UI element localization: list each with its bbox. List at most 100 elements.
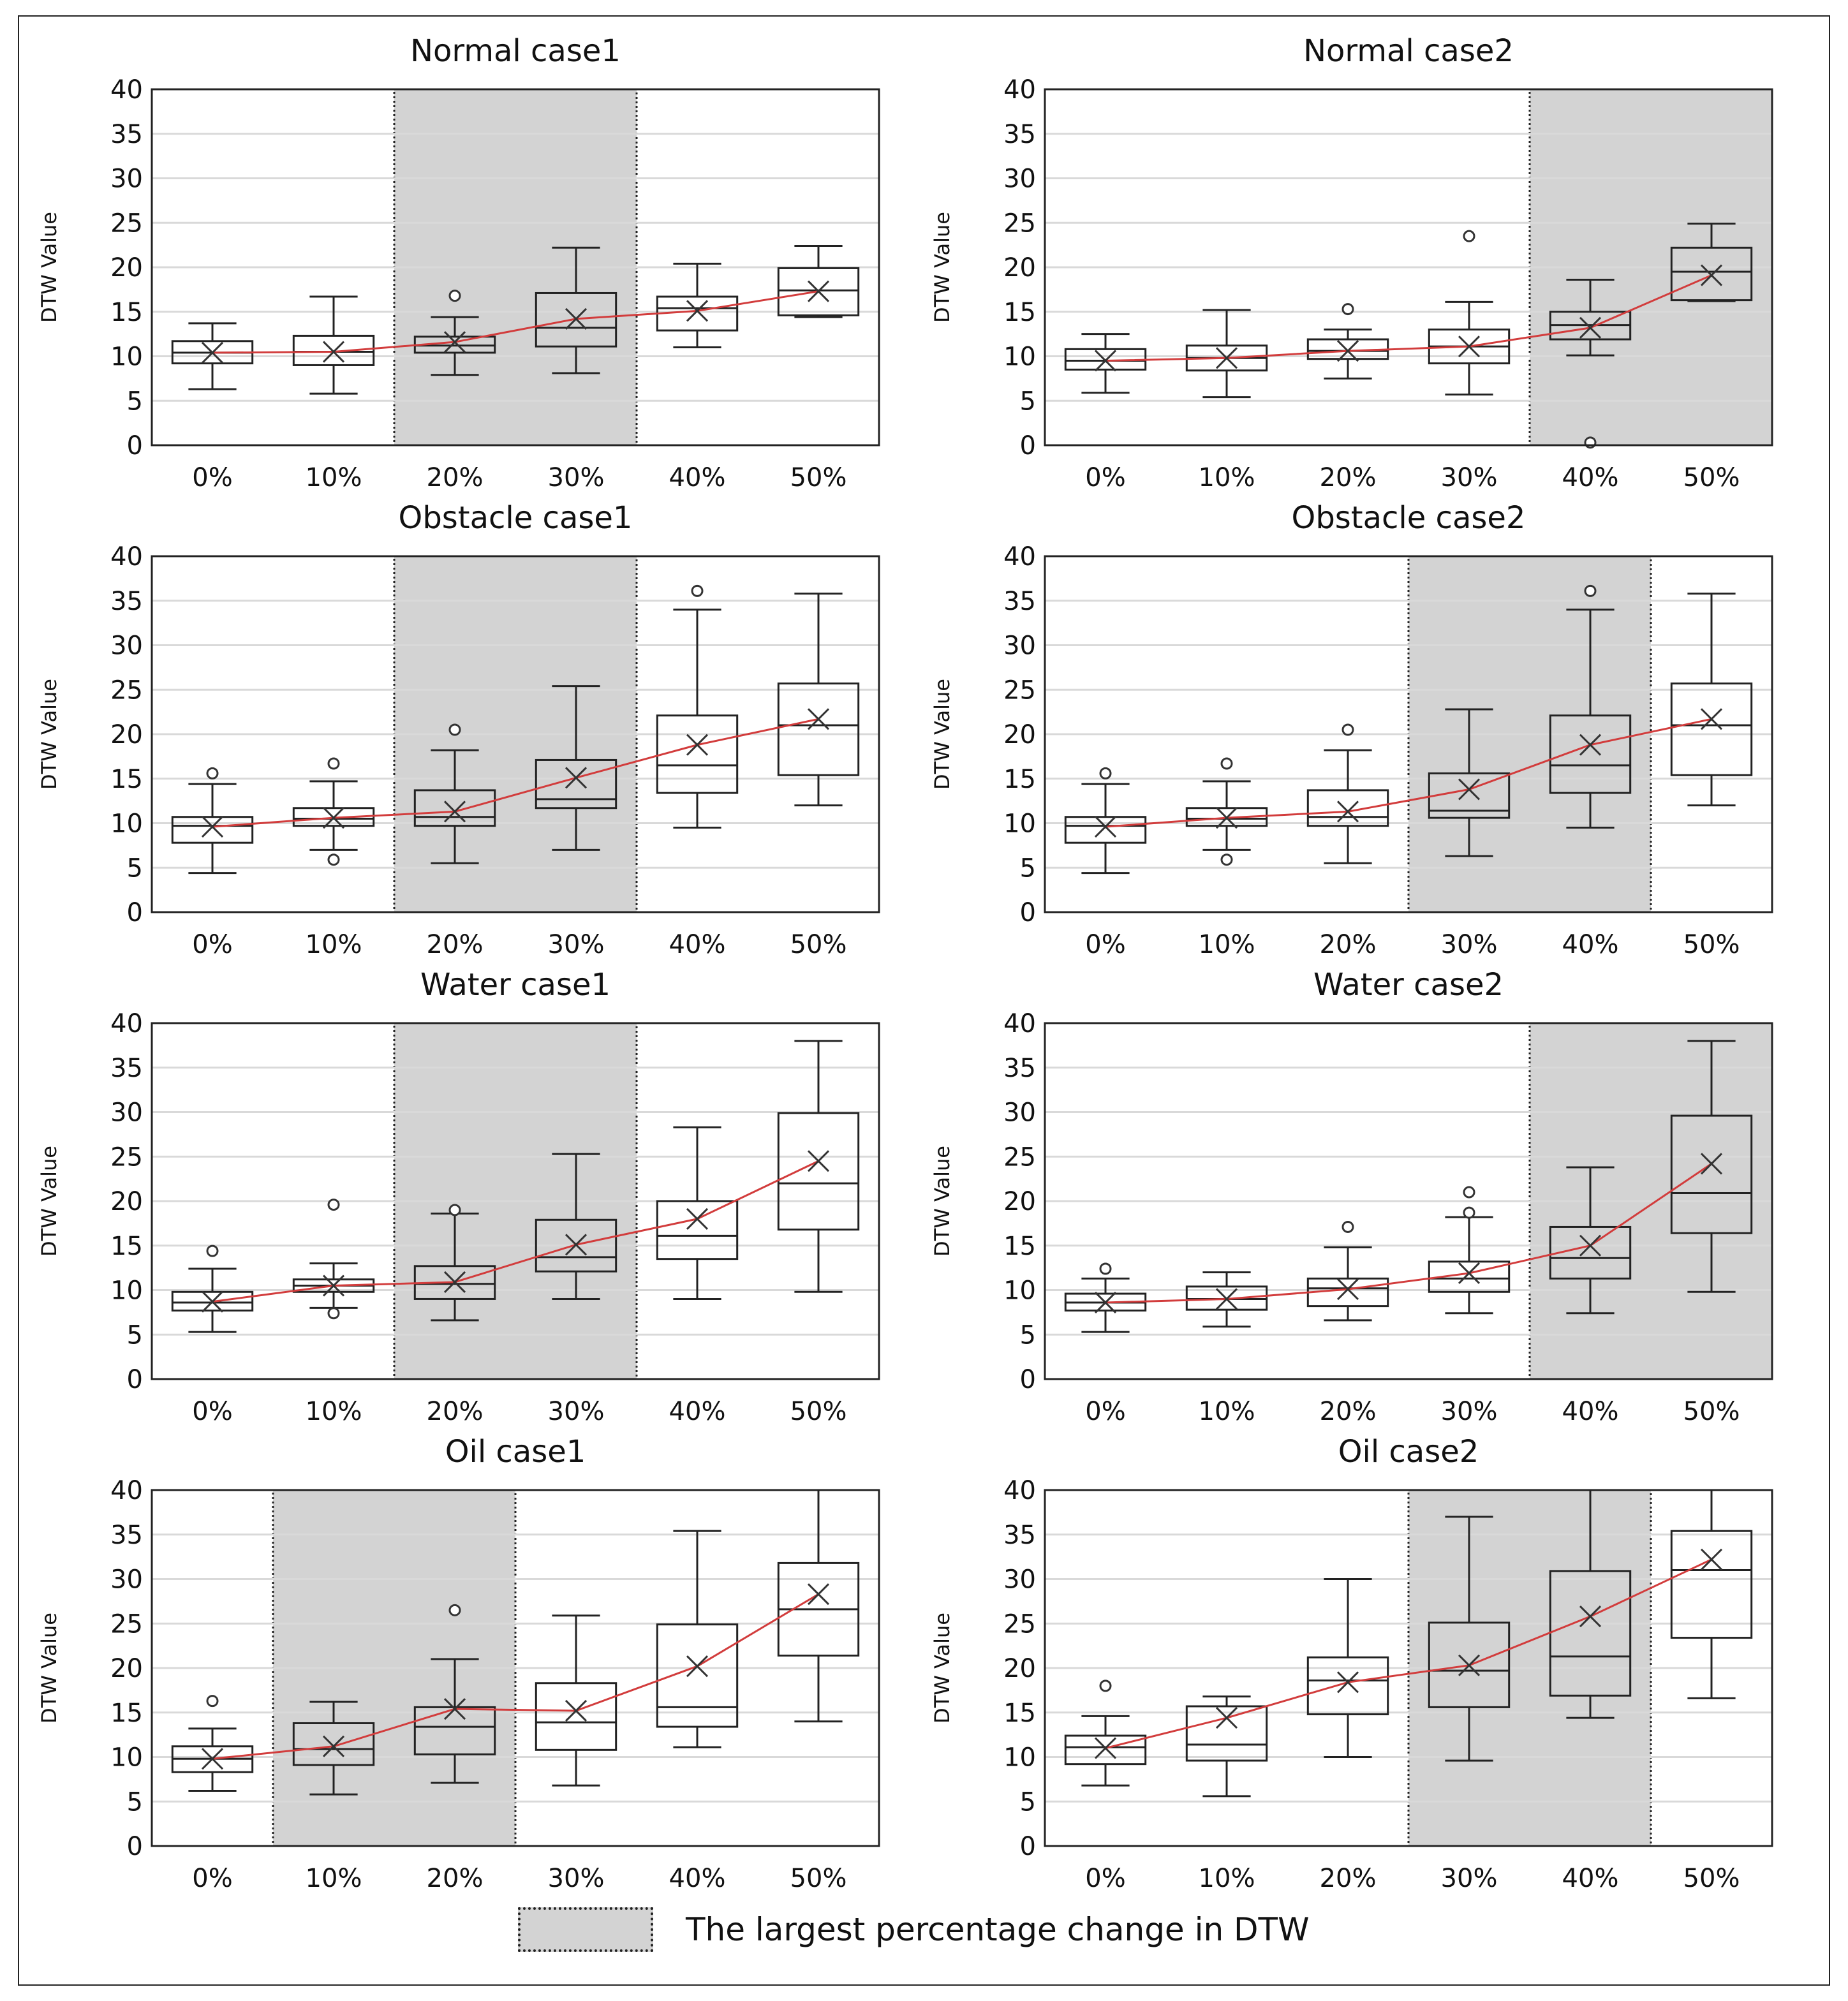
box-iqr [1670,1114,1753,1234]
x-tick-label: 0% [192,1864,232,1893]
y-tick-label: 10 [1003,1743,1036,1773]
mean-marker [1579,316,1602,339]
box-iqr [777,267,860,316]
y-tick-label: 20 [110,1654,143,1683]
outlier-point [1342,303,1354,316]
x-tick-label: 30% [1441,930,1498,959]
legend-label: The largest percentage change in DTW [686,1911,1310,1948]
box-iqr [413,789,496,827]
plot-border [1044,1489,1773,1847]
mean-marker [1094,350,1117,372]
y-tick-label: 15 [110,1699,143,1728]
y-tick-label: 0 [127,431,143,461]
chart-title: Oil case2 [1338,1434,1479,1470]
outlier-point [206,1244,219,1257]
y-tick-label: 10 [110,1743,143,1773]
x-tick-label: 40% [669,463,726,492]
y-tick-label: 0 [1020,898,1036,927]
y-tick-label: 20 [1003,720,1036,749]
box-iqr [1064,816,1147,844]
y-tick-label: 10 [1003,1276,1036,1306]
mean-marker [807,708,830,730]
box-plot [1549,1166,1632,1315]
mean-marker [807,1583,830,1606]
x-tick-label: 50% [1683,463,1740,492]
outlier-point [1463,1206,1475,1219]
mean-marker [201,341,224,364]
x-tick-label: 50% [790,463,847,492]
x-tick-label: 10% [306,930,362,959]
outlier-point [327,853,340,866]
box-plot [535,1614,617,1787]
box-iqr [535,1682,617,1751]
y-tick-label: 10 [110,809,143,839]
x-tick-label: 20% [427,1864,484,1893]
box-iqr [1064,1734,1147,1766]
outlier-point [1220,757,1233,770]
y-tick-label: 25 [110,209,143,238]
y-tick-label: 15 [1003,298,1036,327]
mean-marker [201,1748,224,1770]
y-tick-label: 20 [1003,253,1036,283]
box-iqr [535,292,617,348]
mean-marker [322,1735,345,1757]
box-iqr [1428,772,1511,819]
box-iqr [1549,1225,1632,1280]
x-tick-label: 10% [306,463,362,492]
x-tick-label: 10% [306,1864,362,1893]
y-tick-label: 25 [1003,1142,1036,1172]
y-axis-label: DTW Value [930,1613,954,1724]
y-tick-label: 30 [110,1565,143,1595]
plot-border [1044,88,1773,447]
chart-panel: Obstacle case2 0 5 10 15 20 25 30 35 40 DTW Value 0… [930,500,1773,959]
chart-title: Normal case1 [410,33,621,69]
y-tick-label: 15 [1003,1232,1036,1261]
mean-trend-line [1105,274,1712,362]
mean-marker [1215,807,1238,829]
y-tick-label: 35 [110,1054,143,1083]
y-tick-label: 25 [1003,676,1036,705]
legend-swatch [518,1907,653,1952]
chart-panel: Normal case2 0 5 10 15 20 25 30 35 40 DTW Value 0% 1… [930,33,1773,492]
box-plot [1185,757,1268,866]
box-plot [413,1604,496,1784]
x-tick-label: 50% [1683,930,1740,959]
x-tick-label: 30% [1441,1864,1498,1893]
y-tick-label: 20 [1003,1187,1036,1216]
plot-border [151,1022,880,1380]
y-tick-label: 10 [110,1276,143,1306]
x-tick-label: 40% [1562,930,1619,959]
mean-marker [1215,1707,1238,1729]
y-axis-label: DTW Value [37,679,61,790]
box-plot [1428,708,1511,857]
y-tick-label: 0 [1020,1365,1036,1394]
mean-marker [443,331,466,353]
x-tick-label: 10% [1199,1864,1255,1893]
x-tick-label: 10% [306,1397,362,1426]
chart-title: Water case2 [1313,967,1504,1003]
y-axis-label: DTW Value [37,1613,61,1724]
y-tick-label: 40 [110,1476,143,1505]
y-tick-label: 15 [110,1232,143,1261]
plot-border [151,88,880,447]
mean-marker [686,1655,709,1678]
y-tick-label: 30 [110,631,143,661]
x-tick-label: 0% [192,930,232,959]
x-tick-label: 40% [669,1864,726,1893]
box-plot [777,593,860,807]
box-iqr [777,682,860,776]
x-tick-label: 50% [1683,1397,1740,1426]
chart-title: Obstacle case1 [399,500,633,536]
box-iqr [292,334,375,366]
x-tick-label: 30% [548,1864,605,1893]
outlier-point [1099,1680,1112,1692]
y-tick-label: 5 [1020,387,1036,416]
x-tick-label: 50% [1683,1864,1740,1893]
y-tick-label: 20 [110,253,143,283]
mean-marker [201,816,224,838]
x-tick-label: 20% [1320,1864,1377,1893]
box-plot [1670,1489,1753,1699]
mean-marker [565,307,588,330]
y-axis-label: DTW Value [930,1146,954,1257]
